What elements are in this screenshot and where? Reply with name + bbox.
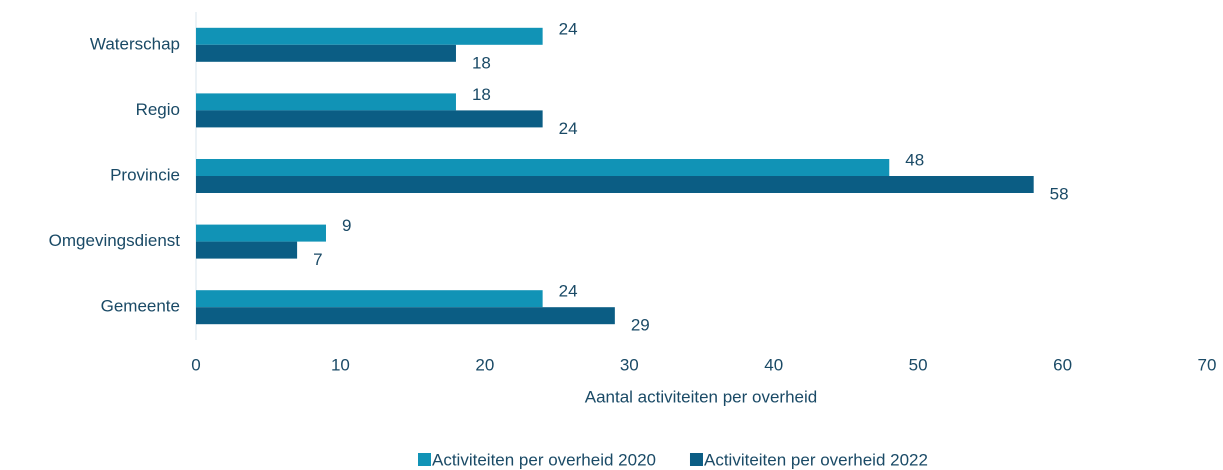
value-label: 58 xyxy=(1050,184,1069,203)
x-axis-label: Aantal activiteiten per overheid xyxy=(585,387,817,406)
x-tick-label: 60 xyxy=(1053,355,1072,374)
y-tick-label: Gemeente xyxy=(101,297,180,316)
bar xyxy=(196,93,456,111)
x-tick-label: 20 xyxy=(475,355,494,374)
bar xyxy=(196,290,543,308)
value-label: 7 xyxy=(313,250,322,269)
bar xyxy=(196,44,456,62)
y-tick-label: Regio xyxy=(136,100,180,119)
value-label: 24 xyxy=(559,282,578,301)
x-tick-label: 40 xyxy=(764,355,783,374)
bar xyxy=(196,224,326,242)
x-tick-label: 50 xyxy=(909,355,928,374)
value-label: 18 xyxy=(472,85,491,104)
legend-label: Activiteiten per overheid 2022 xyxy=(704,450,928,469)
value-label: 24 xyxy=(559,19,578,38)
bar xyxy=(196,159,890,176)
x-tick-label: 70 xyxy=(1198,355,1217,374)
value-label: 18 xyxy=(472,53,491,72)
legend-swatch xyxy=(418,453,431,466)
value-label: 9 xyxy=(342,216,351,235)
legend-label: Activiteiten per overheid 2020 xyxy=(432,450,656,469)
bar xyxy=(196,241,298,259)
value-label: 24 xyxy=(559,119,578,138)
x-tick-label: 10 xyxy=(331,355,350,374)
y-tick-label: Waterschap xyxy=(90,34,180,53)
bar xyxy=(196,176,1034,193)
bar xyxy=(196,110,543,128)
value-label: 48 xyxy=(905,150,924,169)
x-tick-label: 30 xyxy=(620,355,639,374)
value-label: 29 xyxy=(631,316,650,335)
legend-swatch xyxy=(689,453,703,466)
y-tick-label: Provincie xyxy=(110,165,180,184)
x-tick-label: 0 xyxy=(191,355,200,374)
y-tick-label: Omgevingsdienst xyxy=(49,231,181,250)
bar xyxy=(196,307,615,325)
bar xyxy=(196,27,543,45)
